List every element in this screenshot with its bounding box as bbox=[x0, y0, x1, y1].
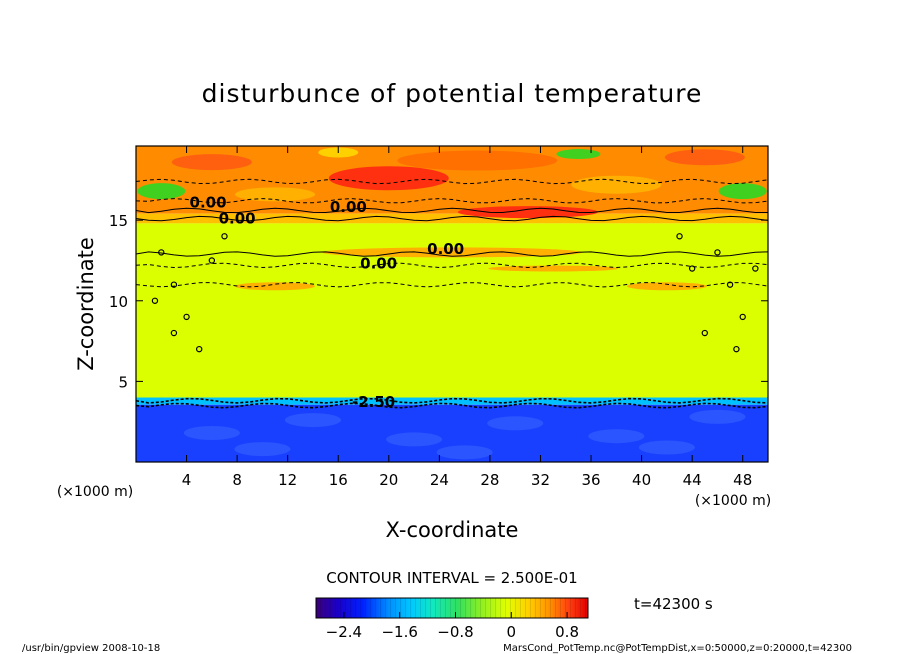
x-tick-label-0: 4 bbox=[182, 471, 192, 489]
y-tick-label-1: 10 bbox=[109, 293, 128, 311]
footer-right: MarsCond_PotTemp.nc@PotTempDist,x=0:5000… bbox=[503, 643, 852, 654]
x-tick-label-11: 48 bbox=[733, 471, 752, 489]
closed-contour-12 bbox=[733, 345, 740, 353]
cold-texture-4 bbox=[588, 429, 645, 444]
x-unit-left: (×1000 m) bbox=[57, 484, 133, 500]
mid-streak-3 bbox=[488, 265, 619, 272]
x-tick-label-4: 20 bbox=[379, 471, 398, 489]
warm-feature-8 bbox=[718, 183, 767, 200]
contour-line-2 bbox=[136, 198, 768, 204]
colorbar-tick-label-0: −2.4 bbox=[326, 623, 362, 641]
mid-streak-2 bbox=[626, 282, 707, 291]
y-tick-label-2: 15 bbox=[109, 212, 128, 230]
cold-texture-3 bbox=[487, 416, 544, 431]
warm-feature-4 bbox=[397, 150, 558, 171]
contour-line-5 bbox=[136, 262, 768, 269]
x-tick-label-7: 32 bbox=[531, 471, 550, 489]
closed-contour-10 bbox=[701, 329, 709, 337]
closed-contour-15 bbox=[676, 233, 683, 240]
contour-label-5: -2.50 bbox=[352, 393, 395, 411]
x-tick-label-8: 36 bbox=[581, 471, 600, 489]
x-axis: 4 8 12 16 20 24 28 32 36 40 44 48 bbox=[182, 146, 752, 489]
closed-contour-2 bbox=[183, 313, 190, 321]
contour-label-3: 0.00 bbox=[360, 255, 397, 273]
contour-line-6 bbox=[136, 282, 768, 288]
x-tick-label-9: 40 bbox=[632, 471, 651, 489]
colorbar-ticks: −2.4 −1.6 −0.8 0 0.8 bbox=[326, 612, 579, 641]
closed-contour-5 bbox=[170, 329, 178, 337]
contour-interval: CONTOUR INTERVAL = 2.500E-01 bbox=[326, 569, 577, 587]
closed-contour-11 bbox=[688, 265, 696, 272]
colorbar-bins bbox=[316, 598, 588, 618]
closed-contour-8 bbox=[726, 281, 734, 288]
time-label: t=42300 s bbox=[634, 595, 713, 613]
mid-streak-1 bbox=[235, 282, 316, 291]
contour-label-4: 0.00 bbox=[190, 193, 227, 211]
contour-label-2: 0.00 bbox=[427, 240, 464, 258]
closed-contour-13 bbox=[752, 265, 759, 272]
field-band-3 bbox=[136, 397, 768, 405]
closed-contour-9 bbox=[739, 313, 746, 321]
x-axis-title: X-coordinate bbox=[386, 518, 519, 542]
chart-title: disturbunce of potential temperature bbox=[202, 79, 703, 108]
contour-label-1: 0.00 bbox=[219, 209, 256, 227]
contour-line-4 bbox=[136, 251, 768, 257]
warm-feature-0 bbox=[328, 166, 449, 191]
x-tick-label-1: 8 bbox=[232, 471, 242, 489]
contour-line-0 bbox=[136, 215, 768, 222]
contour-line-7 bbox=[136, 397, 768, 404]
plot-area: 0.000.000.000.000.00-2.50 bbox=[136, 146, 768, 462]
closed-contour-7 bbox=[714, 249, 721, 256]
closed-contour-3 bbox=[195, 345, 203, 353]
warm-feature-10 bbox=[556, 149, 601, 160]
mid-streak-0 bbox=[322, 247, 582, 258]
warm-feature-5 bbox=[571, 175, 662, 194]
colorbar-tick-label-4: 0.8 bbox=[555, 623, 579, 641]
y-tick-label-0: 5 bbox=[118, 373, 128, 391]
x-tick-label-10: 44 bbox=[683, 471, 702, 489]
closed-contour-0 bbox=[158, 249, 165, 256]
colorbar-frame bbox=[315, 597, 589, 619]
closed-contour-6 bbox=[151, 297, 159, 304]
colorbar-tick-label-3: 0 bbox=[507, 623, 517, 641]
warm-feature-3 bbox=[664, 149, 745, 166]
x-tick-label-2: 12 bbox=[278, 471, 297, 489]
field-band-1 bbox=[136, 213, 768, 224]
x-tick-label-6: 28 bbox=[480, 471, 499, 489]
warm-feature-7 bbox=[137, 183, 186, 200]
cold-texture-7 bbox=[436, 445, 493, 460]
cold-texture-0 bbox=[183, 425, 240, 440]
footer-left: /usr/bin/gpview 2008-10-18 bbox=[22, 643, 160, 654]
warm-feature-1 bbox=[457, 206, 598, 219]
contour-label-0: 0.00 bbox=[330, 198, 367, 216]
cold-texture-6 bbox=[234, 442, 291, 457]
cold-texture-1 bbox=[284, 413, 341, 428]
contour-line-1 bbox=[136, 207, 768, 214]
y-axis: 5 10 15 bbox=[109, 212, 768, 391]
plot-frame bbox=[135, 145, 769, 463]
cold-texture-2 bbox=[386, 432, 443, 447]
cold-texture-5 bbox=[689, 409, 746, 424]
x-tick-label-5: 24 bbox=[430, 471, 449, 489]
warm-feature-2 bbox=[171, 154, 252, 171]
x-unit-right: (×1000 m) bbox=[695, 493, 771, 509]
contour-line-3 bbox=[136, 178, 768, 185]
cold-texture-8 bbox=[638, 440, 695, 455]
warm-feature-6 bbox=[235, 187, 316, 202]
colorbar-tick-label-2: −0.8 bbox=[437, 623, 473, 641]
y-axis-title: Z-coordinate bbox=[74, 237, 98, 371]
closed-contour-14 bbox=[221, 233, 228, 240]
closed-contour-1 bbox=[170, 281, 178, 288]
x-tick-label-3: 16 bbox=[329, 471, 348, 489]
closed-contour-4 bbox=[208, 257, 216, 264]
contour-line-8 bbox=[136, 402, 768, 409]
colorbar-tick-label-1: −1.6 bbox=[381, 623, 417, 641]
